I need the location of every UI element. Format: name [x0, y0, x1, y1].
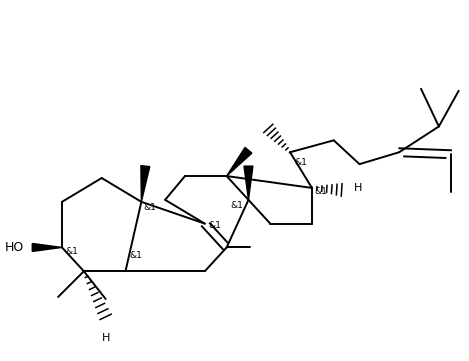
Text: &1: &1 [144, 203, 156, 212]
Text: &1: &1 [294, 158, 307, 167]
Text: &1: &1 [231, 201, 243, 210]
Polygon shape [227, 147, 252, 176]
Text: H: H [101, 333, 110, 343]
Text: &1: &1 [314, 187, 327, 196]
Polygon shape [244, 166, 253, 200]
Polygon shape [32, 243, 62, 251]
Text: H: H [354, 183, 362, 193]
Text: &1: &1 [209, 221, 222, 230]
Text: &1: &1 [129, 251, 142, 260]
Polygon shape [141, 166, 150, 202]
Text: HO: HO [5, 241, 24, 254]
Text: &1: &1 [65, 247, 78, 256]
